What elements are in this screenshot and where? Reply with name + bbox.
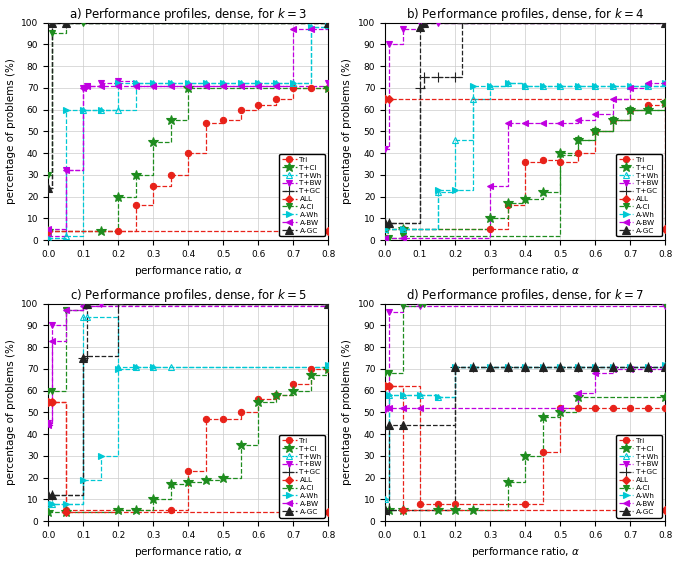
X-axis label: performance ratio, $\alpha$: performance ratio, $\alpha$ — [471, 545, 580, 559]
Legend: Tri, T+Cl, T+Wh, T+BW, T+GC, ALL, A-Cl, A-Wh, A-BW, A-GC: Tri, T+Cl, T+Wh, T+BW, T+GC, ALL, A-Cl, … — [279, 435, 325, 518]
Y-axis label: percentage of problems (%): percentage of problems (%) — [342, 58, 353, 204]
Title: d) Performance profiles, dense, for $k = 7$: d) Performance profiles, dense, for $k =… — [406, 286, 644, 303]
X-axis label: performance ratio, $\alpha$: performance ratio, $\alpha$ — [471, 264, 580, 279]
Title: b) Performance profiles, dense, for $k = 4$: b) Performance profiles, dense, for $k =… — [406, 6, 644, 23]
Legend: Tri, T+Cl, T+Wh, T+BW, T+GC, ALL, A-Cl, A-Wh, A-BW, A-GC: Tri, T+Cl, T+Wh, T+BW, T+GC, ALL, A-Cl, … — [616, 154, 662, 236]
Legend: Tri, T+Cl, T+Wh, T+BW, T+GC, ALL, A-Cl, A-Wh, A-BW, A-GC: Tri, T+Cl, T+Wh, T+BW, T+GC, ALL, A-Cl, … — [616, 435, 662, 518]
X-axis label: performance ratio, $\alpha$: performance ratio, $\alpha$ — [134, 264, 243, 279]
X-axis label: performance ratio, $\alpha$: performance ratio, $\alpha$ — [134, 545, 243, 559]
Legend: Tri, T+Cl, T+Wh, T+BW, T+GC, ALL, A-Cl, A-Wh, A-BW, A-GC: Tri, T+Cl, T+Wh, T+BW, T+GC, ALL, A-Cl, … — [279, 154, 325, 236]
Y-axis label: percentage of problems (%): percentage of problems (%) — [5, 340, 16, 485]
Y-axis label: percentage of problems (%): percentage of problems (%) — [342, 340, 353, 485]
Title: a) Performance profiles, dense, for $k = 3$: a) Performance profiles, dense, for $k =… — [69, 6, 307, 23]
Y-axis label: percentage of problems (%): percentage of problems (%) — [5, 58, 16, 204]
Title: c) Performance profiles, dense, for $k = 5$: c) Performance profiles, dense, for $k =… — [70, 286, 306, 303]
